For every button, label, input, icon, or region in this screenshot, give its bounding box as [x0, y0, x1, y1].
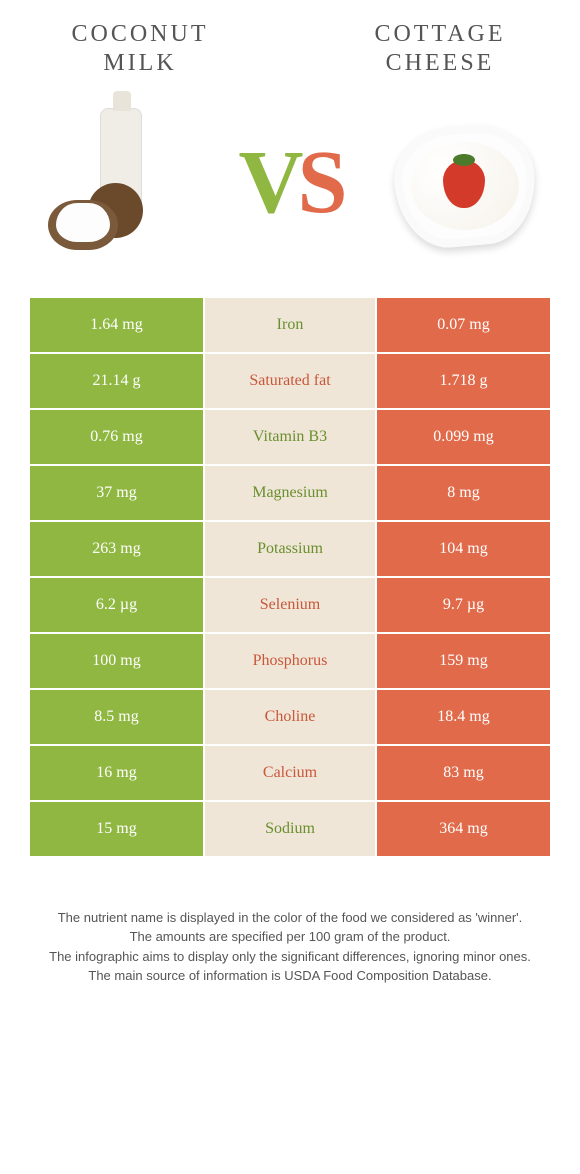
vs-v: V: [238, 138, 297, 228]
table-row: 16 mgCalcium83 mg: [30, 746, 550, 802]
left-value: 263 mg: [30, 522, 205, 576]
table-row: 0.76 mgVitamin B30.099 mg: [30, 410, 550, 466]
table-row: 6.2 µgSelenium9.7 µg: [30, 578, 550, 634]
right-value: 83 mg: [375, 746, 550, 800]
footer-line: The nutrient name is displayed in the co…: [30, 908, 550, 928]
right-value: 1.718 g: [375, 354, 550, 408]
nutrient-name: Choline: [205, 690, 375, 744]
nutrient-name: Potassium: [205, 522, 375, 576]
right-value: 0.099 mg: [375, 410, 550, 464]
left-value: 16 mg: [30, 746, 205, 800]
left-value: 15 mg: [30, 802, 205, 856]
right-food-title: COTTAGE CHEESE: [340, 20, 540, 78]
left-value: 21.14 g: [30, 354, 205, 408]
nutrient-name: Selenium: [205, 578, 375, 632]
table-row: 21.14 gSaturated fat1.718 g: [30, 354, 550, 410]
nutrient-name: Phosphorus: [205, 634, 375, 688]
right-value: 364 mg: [375, 802, 550, 856]
left-value: 1.64 mg: [30, 298, 205, 352]
nutrient-name: Saturated fat: [205, 354, 375, 408]
left-value: 8.5 mg: [30, 690, 205, 744]
nutrient-name: Vitamin B3: [205, 410, 375, 464]
table-row: 37 mgMagnesium8 mg: [30, 466, 550, 522]
left-food-title: COCONUT MILK: [40, 20, 240, 78]
right-value: 104 mg: [375, 522, 550, 576]
coconut-half-icon: [48, 200, 118, 250]
footer-line: The main source of information is USDA F…: [30, 966, 550, 986]
table-row: 15 mgSodium364 mg: [30, 802, 550, 858]
nutrient-table: 1.64 mgIron0.07 mg21.14 gSaturated fat1.…: [30, 298, 550, 858]
footer-line: The infographic aims to display only the…: [30, 947, 550, 967]
right-food-image: [380, 98, 550, 268]
table-row: 263 mgPotassium104 mg: [30, 522, 550, 578]
strawberry-icon: [443, 160, 485, 208]
table-row: 8.5 mgCholine18.4 mg: [30, 690, 550, 746]
nutrient-name: Magnesium: [205, 466, 375, 520]
right-value: 18.4 mg: [375, 690, 550, 744]
right-value: 159 mg: [375, 634, 550, 688]
left-food-image: [30, 98, 200, 268]
vs-label: VS: [238, 138, 341, 228]
left-value: 6.2 µg: [30, 578, 205, 632]
left-value: 37 mg: [30, 466, 205, 520]
right-value: 8 mg: [375, 466, 550, 520]
nutrient-name: Iron: [205, 298, 375, 352]
left-value: 100 mg: [30, 634, 205, 688]
footer-line: The amounts are specified per 100 gram o…: [30, 927, 550, 947]
nutrient-name: Sodium: [205, 802, 375, 856]
table-row: 1.64 mgIron0.07 mg: [30, 298, 550, 354]
vs-s: S: [297, 138, 341, 228]
left-value: 0.76 mg: [30, 410, 205, 464]
right-value: 0.07 mg: [375, 298, 550, 352]
table-row: 100 mgPhosphorus159 mg: [30, 634, 550, 690]
nutrient-name: Calcium: [205, 746, 375, 800]
right-value: 9.7 µg: [375, 578, 550, 632]
footer-notes: The nutrient name is displayed in the co…: [30, 908, 550, 986]
